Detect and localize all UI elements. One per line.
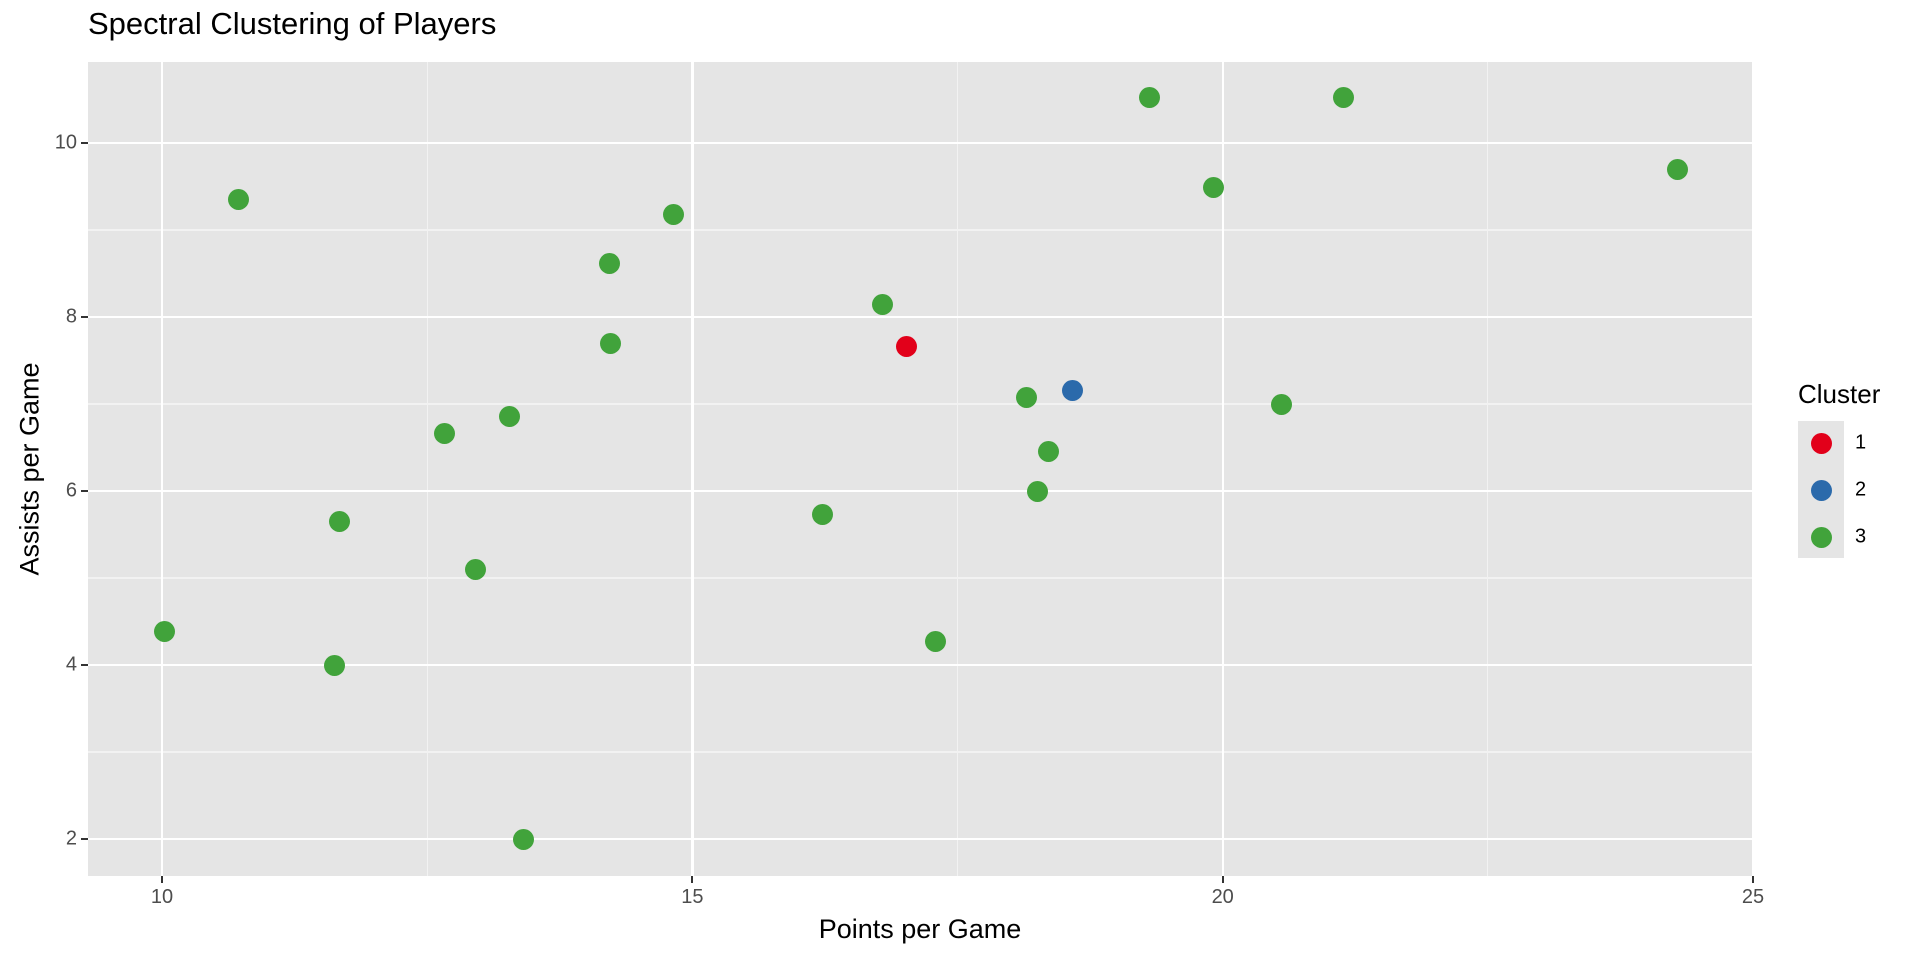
data-point-cluster-3 bbox=[1139, 87, 1160, 109]
major-gridline-y bbox=[88, 141, 1752, 145]
data-point-cluster-3 bbox=[599, 252, 621, 274]
chart-title: Spectral Clustering of Players bbox=[88, 6, 497, 41]
legend-label-cluster-1: 1 bbox=[1855, 431, 1867, 454]
x-tick-mark bbox=[1752, 876, 1755, 883]
minor-gridline-x bbox=[426, 62, 428, 876]
legend-keys bbox=[1798, 421, 1844, 558]
data-point-cluster-3 bbox=[812, 503, 834, 525]
x-tick-label: 25 bbox=[1741, 886, 1765, 908]
x-tick-mark bbox=[691, 876, 694, 883]
minor-gridline-y bbox=[88, 577, 1752, 579]
minor-gridline-y bbox=[88, 403, 1752, 405]
y-tick-mark bbox=[81, 490, 88, 492]
y-tick-mark bbox=[81, 316, 88, 318]
data-point-cluster-3 bbox=[662, 203, 684, 225]
minor-gridline-x bbox=[956, 62, 959, 876]
data-point-cluster-3 bbox=[328, 510, 350, 532]
legend-label-cluster-2: 2 bbox=[1855, 478, 1867, 501]
data-point-cluster-3 bbox=[1333, 87, 1355, 109]
y-tick-mark bbox=[81, 664, 88, 666]
minor-gridline-y bbox=[88, 229, 1752, 231]
minor-gridline-x bbox=[1487, 62, 1489, 876]
legend-label-cluster-3: 3 bbox=[1855, 525, 1867, 548]
major-gridline-y bbox=[88, 315, 1752, 319]
data-point-cluster-1 bbox=[896, 336, 918, 358]
data-point-cluster-3 bbox=[465, 558, 487, 580]
y-tick-mark bbox=[81, 838, 88, 840]
y-tick-label: 10 bbox=[54, 131, 77, 154]
data-point-cluster-3 bbox=[600, 333, 622, 355]
x-axis-title: Points per Game bbox=[818, 914, 1022, 944]
data-point-cluster-3 bbox=[1038, 441, 1060, 463]
legend-dot-cluster-2 bbox=[1810, 479, 1832, 501]
data-point-cluster-3 bbox=[433, 423, 455, 445]
x-tick-label: 10 bbox=[150, 886, 174, 908]
y-tick-label: 8 bbox=[65, 305, 77, 328]
x-tick-mark bbox=[1221, 876, 1224, 883]
data-point-cluster-3 bbox=[324, 654, 346, 676]
legend-dot-cluster-1 bbox=[1810, 432, 1832, 454]
data-point-cluster-3 bbox=[924, 631, 946, 652]
y-tick-mark bbox=[81, 142, 88, 144]
minor-gridline-y bbox=[88, 751, 1752, 753]
data-point-cluster-3 bbox=[1026, 480, 1048, 502]
x-tick-mark bbox=[161, 876, 163, 883]
major-gridline-x bbox=[1221, 62, 1224, 876]
plot-panel bbox=[88, 62, 1752, 876]
data-point-cluster-3 bbox=[1015, 386, 1037, 408]
data-point-cluster-3 bbox=[513, 828, 535, 850]
y-tick-label: 4 bbox=[65, 653, 77, 676]
y-tick-label: 6 bbox=[65, 479, 77, 502]
data-point-cluster-3 bbox=[1202, 176, 1224, 198]
data-point-cluster-3 bbox=[153, 620, 175, 642]
major-gridline-y bbox=[88, 663, 1752, 667]
legend-title: Cluster bbox=[1798, 379, 1881, 409]
data-point-cluster-3 bbox=[1667, 159, 1689, 181]
legend-dot-cluster-3 bbox=[1810, 526, 1832, 548]
major-gridline-y bbox=[88, 837, 1752, 841]
data-point-cluster-3 bbox=[871, 294, 893, 316]
data-point-cluster-3 bbox=[499, 405, 521, 427]
x-tick-label: 15 bbox=[681, 886, 704, 908]
y-tick-label: 2 bbox=[65, 827, 77, 850]
major-gridline-y bbox=[88, 489, 1752, 493]
major-gridline-x bbox=[160, 62, 164, 876]
data-point-cluster-3 bbox=[227, 189, 249, 211]
data-point-cluster-3 bbox=[1270, 393, 1292, 415]
data-point-cluster-2 bbox=[1061, 380, 1083, 402]
x-tick-label: 20 bbox=[1211, 886, 1234, 908]
y-axis-title: Assists per Game bbox=[14, 362, 45, 576]
major-gridline-x bbox=[691, 62, 694, 876]
